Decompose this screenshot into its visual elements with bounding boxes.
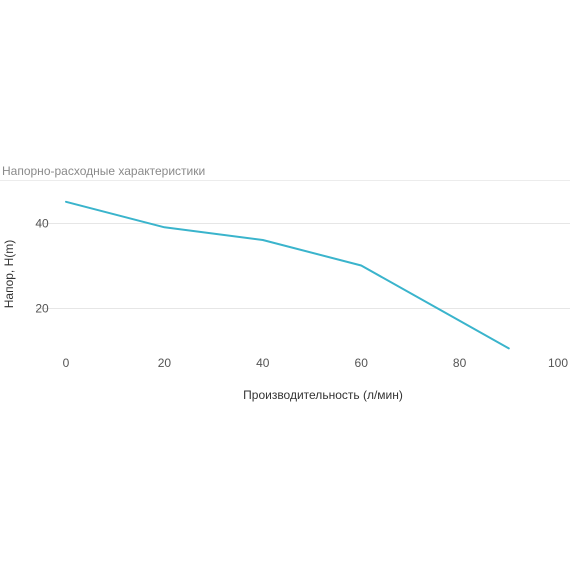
x-tick-label: 80 bbox=[453, 356, 467, 370]
chart-title: Напорно-расходные характеристики bbox=[2, 164, 205, 178]
x-tick-label: 40 bbox=[256, 356, 270, 370]
series-line bbox=[65, 200, 510, 350]
y-tick-label: 40 bbox=[35, 217, 49, 231]
x-tick-labels: 0 20 40 60 80 100 bbox=[63, 356, 569, 370]
x-tick-label: 60 bbox=[355, 356, 369, 370]
x-axis-label: Производительность (л/мин) bbox=[243, 388, 403, 402]
grid-lines bbox=[36, 223, 570, 309]
y-axis-label: Напор, H(m) bbox=[2, 240, 16, 309]
x-tick-label: 100 bbox=[548, 356, 568, 370]
x-tick-label: 20 bbox=[158, 356, 172, 370]
x-tick-label: 0 bbox=[63, 356, 70, 370]
series-layer bbox=[65, 200, 510, 350]
y-tick-label: 20 bbox=[35, 302, 49, 316]
